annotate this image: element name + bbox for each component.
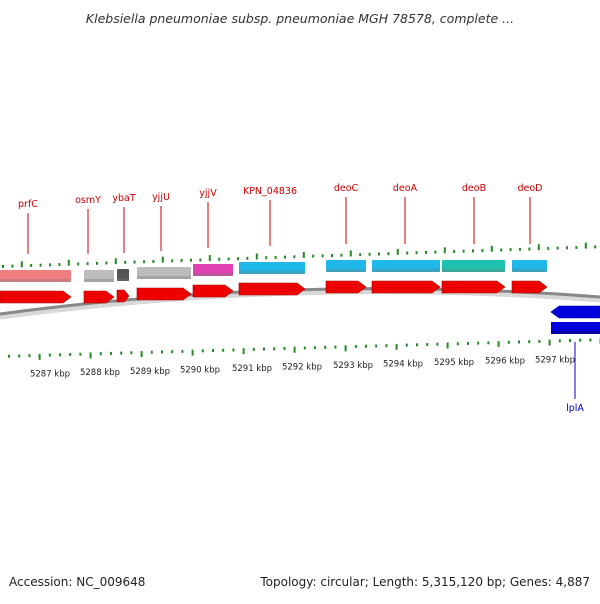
accession-label: Accession: NC_009648	[9, 575, 146, 589]
gene-annotation-row	[0, 260, 600, 334]
cds-arrow	[192, 284, 234, 298]
gene-label: deoD	[517, 183, 542, 194]
gene-bar	[193, 264, 233, 276]
scale-label: 5295 kbp	[434, 358, 474, 368]
cds-arrow	[511, 280, 548, 294]
gene-bar	[326, 260, 366, 272]
gene-bar	[239, 262, 305, 274]
cds-arrow	[136, 287, 192, 301]
gene-bar-reverse	[551, 322, 600, 334]
gene-label: deoB	[462, 183, 486, 194]
gene-bar-shade	[551, 331, 600, 334]
scale-label: 5291 kbp	[232, 364, 272, 374]
gene-bar-shade	[442, 269, 505, 272]
gene-bar-shade	[84, 279, 114, 282]
gene-bar-shade	[117, 278, 129, 281]
gene-bar	[0, 270, 71, 282]
gene-bar-shade	[0, 279, 71, 282]
inner-tick-ring	[8, 338, 600, 360]
cds-arrow	[441, 280, 506, 294]
gene-label: ybaT	[112, 193, 135, 204]
gene-label: KPN_04836	[243, 186, 297, 197]
gene-label: osmY	[75, 195, 101, 206]
cds-arrow	[0, 290, 72, 304]
scale-label: 5288 kbp	[80, 368, 120, 378]
topology-label: Topology: circular; Length: 5,315,120 bp…	[260, 575, 590, 589]
cds-row	[0, 280, 600, 319]
gene-bar	[117, 269, 129, 281]
gene-bar-shade	[372, 269, 440, 272]
cds-arrow	[238, 282, 306, 296]
cds-arrow	[325, 280, 367, 294]
gene-bar	[137, 267, 191, 279]
gene-bar-shade	[193, 273, 233, 276]
map-title: Klebsiella pneumoniae subsp. pneumoniae …	[85, 11, 515, 26]
gene-label: yjjU	[152, 192, 170, 203]
gene-label: deoA	[393, 183, 418, 194]
scale-label: 5296 kbp	[485, 357, 525, 367]
scale-label: 5294 kbp	[383, 360, 423, 370]
gene-label: yjjV	[199, 188, 217, 199]
outer-tick-ring	[2, 242, 597, 268]
scale-label: 5290 kbp	[180, 365, 220, 375]
gene-bar	[372, 260, 440, 272]
scale-label: 5287 kbp	[30, 370, 70, 380]
gene-labels: prfC osmY ybaT yjjU yjjV KPN_04836 deoC deoA deo…	[18, 183, 584, 414]
gene-bar	[84, 270, 114, 282]
scale-label: 5292 kbp	[282, 362, 322, 372]
scale-labels: 5287 kbp 5288 kbp 5289 kbp 5290 kbp 5291 kbp…	[30, 355, 575, 379]
cds-arrow	[116, 289, 130, 303]
gene-label: lplA	[566, 403, 584, 414]
gene-bar-shade	[326, 269, 366, 272]
cds-arrow	[83, 290, 115, 304]
cds-arrow	[371, 280, 441, 294]
gene-label: deoC	[334, 183, 359, 194]
gene-label: prfC	[18, 199, 38, 210]
scale-label: 5297 kbp	[535, 355, 575, 365]
gene-bar	[512, 260, 547, 272]
gene-bar	[442, 260, 505, 272]
gene-bar-shade	[239, 271, 305, 274]
scale-label: 5289 kbp	[130, 367, 170, 377]
cds-arrow-reverse	[550, 305, 600, 319]
gene-bar-shade	[137, 276, 191, 279]
gene-bar-shade	[512, 269, 547, 272]
scale-label: 5293 kbp	[333, 361, 373, 371]
